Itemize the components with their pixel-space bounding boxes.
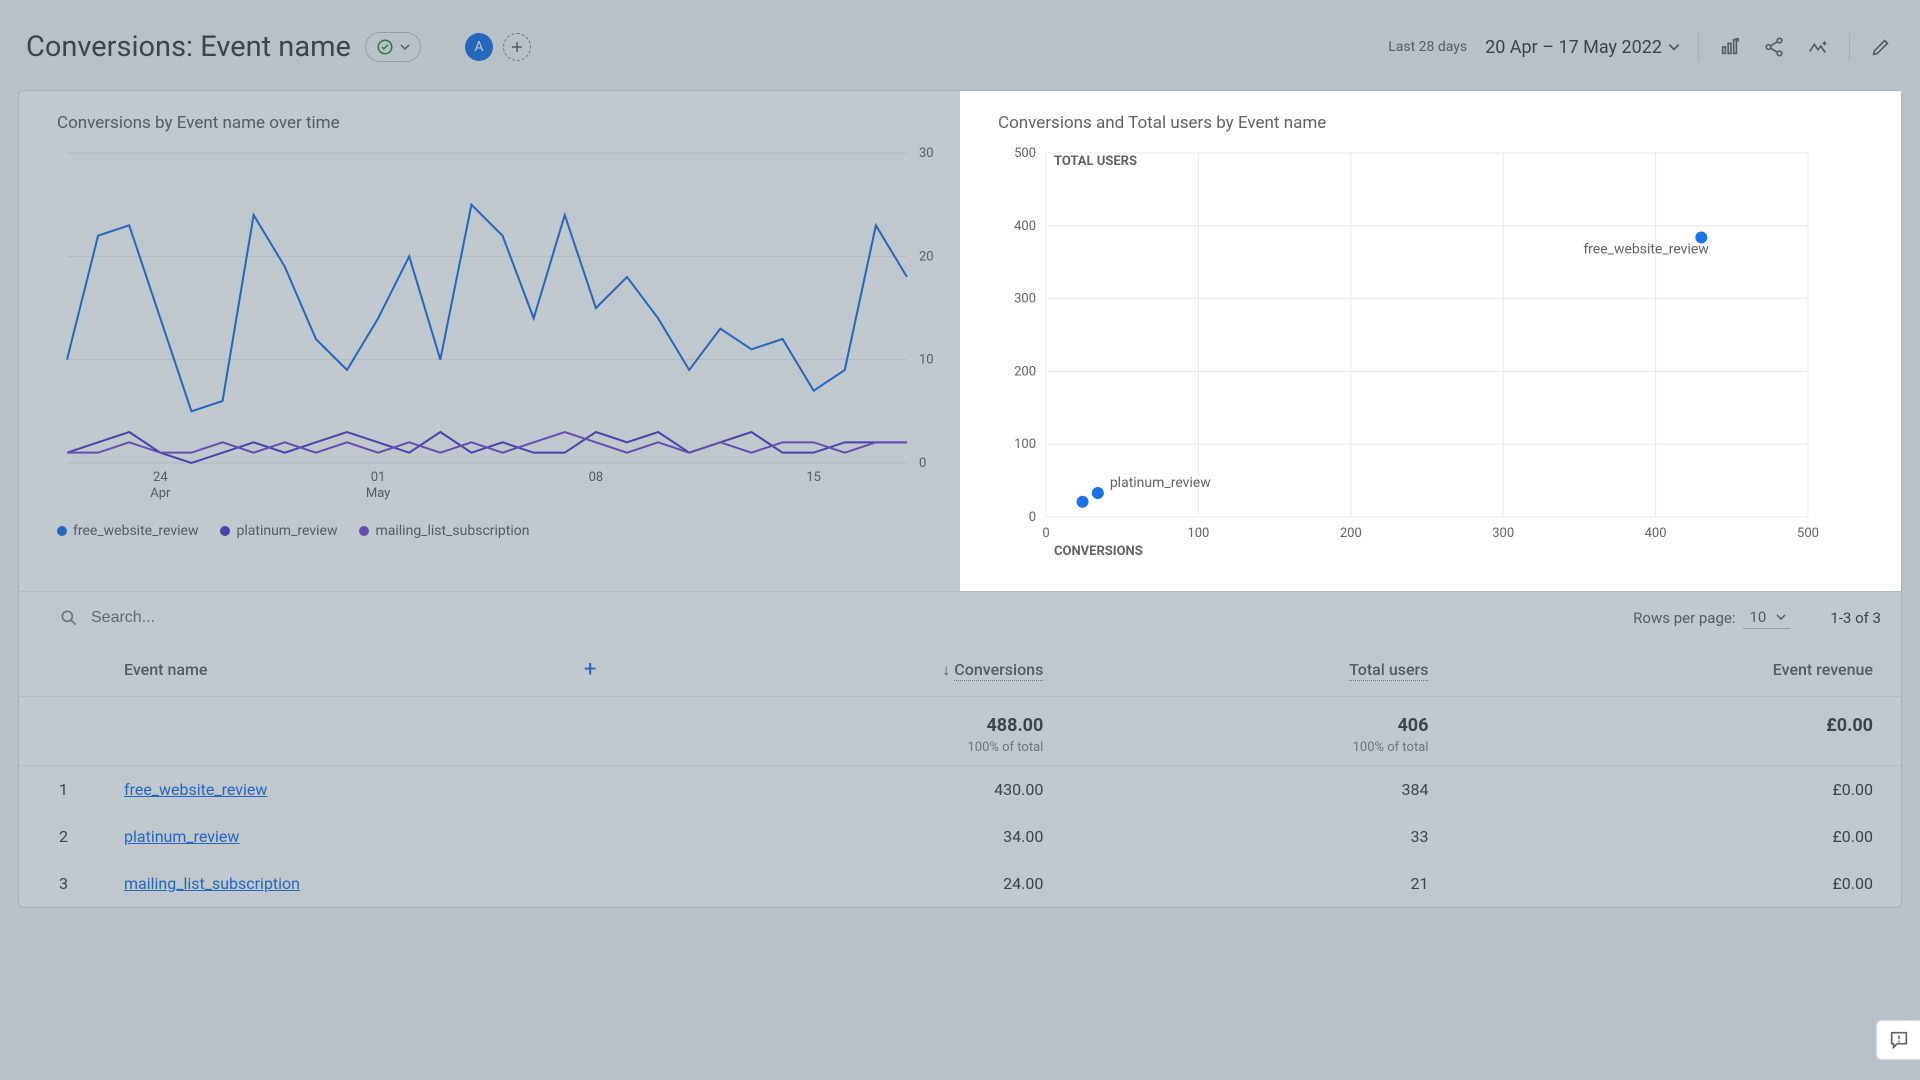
table-header-row: Event name + ↓Conversions Total users Ev… xyxy=(19,643,1901,697)
svg-text:15: 15 xyxy=(806,470,821,485)
legend-item[interactable]: mailing_list_subscription xyxy=(359,523,529,539)
line-chart-panel: Conversions by Event name over time 0102… xyxy=(19,91,960,591)
edit-button[interactable] xyxy=(1868,34,1894,60)
svg-text:300: 300 xyxy=(1014,292,1036,307)
date-range-picker[interactable]: 20 Apr – 17 May 2022 xyxy=(1485,37,1680,58)
search-input[interactable] xyxy=(91,609,391,627)
col-total-users[interactable]: Total users xyxy=(1071,643,1456,697)
user-avatar[interactable]: A xyxy=(465,33,493,61)
add-comparison-button[interactable] xyxy=(503,33,531,61)
pencil-icon xyxy=(1870,36,1892,58)
filter-chip[interactable] xyxy=(365,32,421,62)
cell-conversions: 430.00 xyxy=(624,766,1071,814)
insights-button[interactable] xyxy=(1805,34,1831,60)
rows-per-page-label: Rows per page: xyxy=(1633,609,1735,627)
chevron-down-icon xyxy=(1668,41,1680,53)
svg-text:100: 100 xyxy=(1187,526,1209,541)
col-event-revenue[interactable]: Event revenue xyxy=(1456,643,1901,697)
table-row: 3 mailing_list_subscription 24.00 21 £0.… xyxy=(19,860,1901,907)
page-header: Conversions: Event name A Last 28 days 2… xyxy=(18,18,1902,76)
cell-revenue: £0.00 xyxy=(1456,860,1901,907)
svg-text:0: 0 xyxy=(1029,510,1036,525)
svg-text:free_website_review: free_website_review xyxy=(1583,241,1709,257)
cell-users: 33 xyxy=(1071,813,1456,860)
feedback-button[interactable] xyxy=(1876,1020,1920,1060)
rows-per-page-value: 10 xyxy=(1743,606,1790,629)
svg-text:400: 400 xyxy=(1645,526,1667,541)
row-index: 1 xyxy=(19,766,96,814)
scatter-chart-title: Conversions and Total users by Event nam… xyxy=(998,113,1875,133)
svg-text:500: 500 xyxy=(1014,146,1036,161)
col-index xyxy=(19,643,96,697)
svg-text:20: 20 xyxy=(919,249,934,264)
event-name-link[interactable]: mailing_list_subscription xyxy=(124,874,300,893)
svg-text:300: 300 xyxy=(1492,526,1514,541)
report-card: Conversions by Event name over time 0102… xyxy=(18,90,1902,908)
legend-item[interactable]: platinum_review xyxy=(220,523,337,539)
customize-report-button[interactable] xyxy=(1717,34,1743,60)
search-icon xyxy=(59,608,79,628)
col-conversions[interactable]: ↓Conversions xyxy=(624,643,1071,697)
pagination-range: 1-3 of 3 xyxy=(1830,609,1881,627)
svg-text:400: 400 xyxy=(1014,219,1036,234)
date-preset-label: Last 28 days xyxy=(1388,39,1467,55)
date-range-text: 20 Apr – 17 May 2022 xyxy=(1485,37,1662,58)
cell-users: 384 xyxy=(1071,766,1456,814)
scatter-chart: 0 100 200 300 400 500 0 100 200 300 400 500 TOTAL US… xyxy=(998,143,1828,573)
svg-text:200: 200 xyxy=(1340,526,1362,541)
svg-text:0: 0 xyxy=(919,456,926,471)
chevron-down-icon xyxy=(1776,612,1786,622)
check-circle-icon xyxy=(376,38,394,56)
svg-text:500: 500 xyxy=(1797,526,1819,541)
svg-text:May: May xyxy=(366,486,390,501)
svg-text:200: 200 xyxy=(1014,364,1036,379)
charts-row: Conversions by Event name over time 0102… xyxy=(19,91,1901,591)
page-title: Conversions: Event name xyxy=(26,30,351,64)
event-name-link[interactable]: platinum_review xyxy=(124,827,239,846)
data-table: Event name + ↓Conversions Total users Ev… xyxy=(19,643,1901,907)
chevron-down-icon xyxy=(400,42,410,52)
line-chart-legend: free_website_review platinum_review mailin… xyxy=(57,523,934,539)
table-toolbar: Rows per page: 10 1-3 of 3 xyxy=(19,591,1901,643)
row-index: 3 xyxy=(19,860,96,907)
svg-text:30: 30 xyxy=(919,146,934,161)
svg-text:24: 24 xyxy=(153,470,168,485)
share-icon xyxy=(1763,36,1785,58)
separator xyxy=(1698,33,1699,61)
cell-conversions: 24.00 xyxy=(624,860,1071,907)
cell-revenue: £0.00 xyxy=(1456,813,1901,860)
svg-text:TOTAL USERS: TOTAL USERS xyxy=(1054,154,1137,169)
legend-item[interactable]: free_website_review xyxy=(57,523,198,539)
line-chart: 0 10 20 30 24Apr 01May 08 15 xyxy=(57,143,957,513)
svg-text:08: 08 xyxy=(589,470,604,485)
row-index: 2 xyxy=(19,813,96,860)
insights-icon xyxy=(1806,36,1830,58)
separator xyxy=(1849,33,1850,61)
svg-text:01: 01 xyxy=(371,470,386,485)
header-actions: Last 28 days 20 Apr – 17 May 2022 xyxy=(1388,33,1894,61)
svg-text:Apr: Apr xyxy=(150,486,171,501)
svg-text:0: 0 xyxy=(1042,526,1049,541)
col-add[interactable]: + xyxy=(556,643,624,697)
bar-chart-icon xyxy=(1719,36,1741,58)
table-row: 2 platinum_review 34.00 33 £0.00 xyxy=(19,813,1901,860)
share-button[interactable] xyxy=(1761,34,1787,60)
table-row: 1 free_website_review 430.00 384 £0.00 xyxy=(19,766,1901,814)
svg-text:10: 10 xyxy=(919,353,934,368)
svg-text:CONVERSIONS: CONVERSIONS xyxy=(1054,544,1143,559)
cell-conversions: 34.00 xyxy=(624,813,1071,860)
scatter-chart-panel: Conversions and Total users by Event nam… xyxy=(960,91,1901,591)
feedback-icon xyxy=(1888,1029,1910,1051)
plus-icon xyxy=(511,41,523,53)
rows-per-page[interactable]: Rows per page: 10 xyxy=(1633,606,1790,629)
cell-revenue: £0.00 xyxy=(1456,766,1901,814)
cell-users: 21 xyxy=(1071,860,1456,907)
line-chart-title: Conversions by Event name over time xyxy=(57,113,934,133)
col-event-name[interactable]: Event name xyxy=(96,643,556,697)
svg-text:platinum_review: platinum_review xyxy=(1110,475,1211,491)
svg-text:100: 100 xyxy=(1014,437,1036,452)
event-name-link[interactable]: free_website_review xyxy=(124,780,267,799)
totals-row: 488.00100% of total 406100% of total £0.… xyxy=(19,697,1901,766)
